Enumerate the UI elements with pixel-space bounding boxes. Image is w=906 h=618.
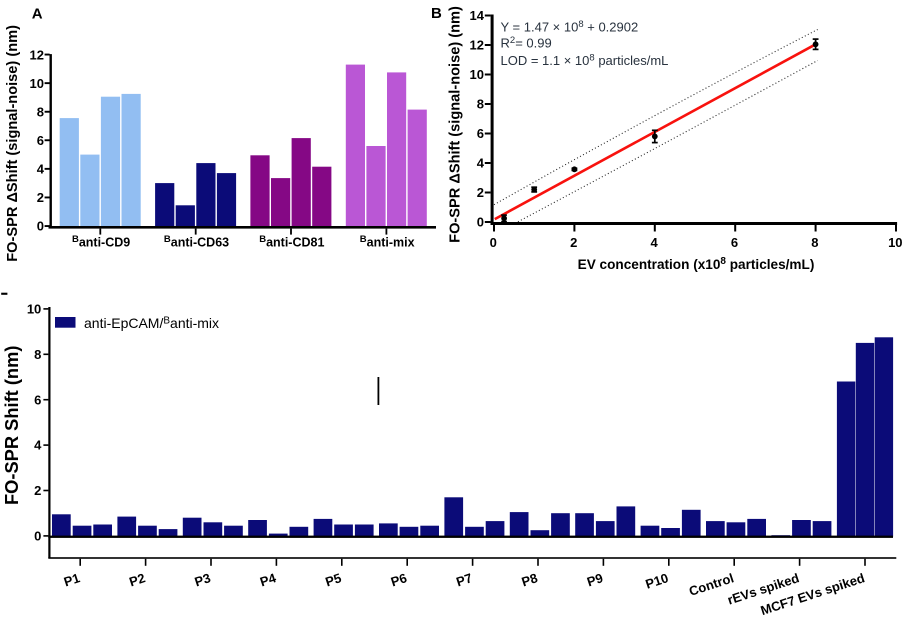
svg-text:P4: P4	[258, 570, 278, 589]
svg-text:8: 8	[477, 97, 484, 112]
svg-text:12: 12	[470, 38, 484, 53]
svg-text:P5: P5	[323, 570, 343, 589]
svg-text:0: 0	[37, 219, 44, 234]
svg-text:8: 8	[811, 235, 818, 250]
svg-text:0: 0	[34, 529, 41, 544]
svg-text:2: 2	[37, 190, 44, 205]
svg-text:P9: P9	[585, 570, 605, 589]
svg-text:8: 8	[37, 104, 44, 119]
svg-text:6: 6	[731, 235, 738, 250]
svg-text:10: 10	[27, 302, 41, 317]
svg-text:2: 2	[570, 235, 577, 250]
svg-text:Banti-CD63: Banti-CD63	[164, 234, 229, 250]
svg-text:R2= 0.99: R2= 0.99	[501, 35, 552, 51]
svg-text:FO-SPR Shift (nm): FO-SPR Shift (nm)	[1, 346, 22, 505]
svg-text:B: B	[431, 5, 442, 22]
svg-text:EV concentration (x108 particl: EV concentration (x108 particles/mL)	[578, 256, 815, 272]
svg-text:8: 8	[34, 347, 41, 362]
svg-text:P2: P2	[127, 570, 147, 589]
svg-text:0: 0	[477, 215, 484, 230]
svg-text:4: 4	[477, 156, 485, 171]
svg-text:6: 6	[37, 133, 44, 148]
svg-text:10: 10	[470, 67, 484, 82]
svg-text:Banti-mix: Banti-mix	[360, 234, 415, 250]
svg-text:P6: P6	[389, 570, 409, 589]
svg-text:P8: P8	[520, 570, 540, 589]
svg-text:Banti-CD9: Banti-CD9	[72, 234, 130, 250]
svg-text:P3: P3	[193, 570, 213, 589]
svg-text:A: A	[32, 6, 43, 23]
svg-text:Y = 1.47 × 108 + 0.2902: Y = 1.47 × 108 + 0.2902	[501, 19, 639, 35]
svg-text:2: 2	[477, 185, 484, 200]
svg-text:FO-SPR ΔShift (signal-noise) (: FO-SPR ΔShift (signal-noise) (nm)	[5, 25, 21, 262]
svg-text:4: 4	[650, 235, 658, 250]
svg-text:P7: P7	[454, 570, 474, 589]
svg-text:FO-SPR ΔShift (signal-noise) (: FO-SPR ΔShift (signal-noise) (nm)	[448, 6, 464, 243]
svg-text:12: 12	[30, 47, 44, 62]
svg-text:6: 6	[477, 126, 484, 141]
svg-text:14: 14	[470, 8, 485, 23]
svg-text:P1: P1	[62, 570, 82, 589]
svg-text:LOD = 1.1 × 108 particles/mL: LOD = 1.1 × 108 particles/mL	[501, 52, 669, 68]
svg-text:anti-EpCAM/Banti-mix: anti-EpCAM/Banti-mix	[84, 315, 219, 331]
svg-text:2: 2	[34, 483, 41, 498]
svg-text:P10: P10	[644, 570, 671, 591]
svg-text:0: 0	[490, 235, 497, 250]
svg-text:10: 10	[30, 76, 44, 91]
svg-text:4: 4	[37, 162, 45, 177]
svg-text:Banti-CD81: Banti-CD81	[259, 234, 324, 250]
svg-text:10: 10	[888, 235, 902, 250]
svg-text:4: 4	[34, 438, 42, 453]
svg-text:6: 6	[34, 392, 41, 407]
